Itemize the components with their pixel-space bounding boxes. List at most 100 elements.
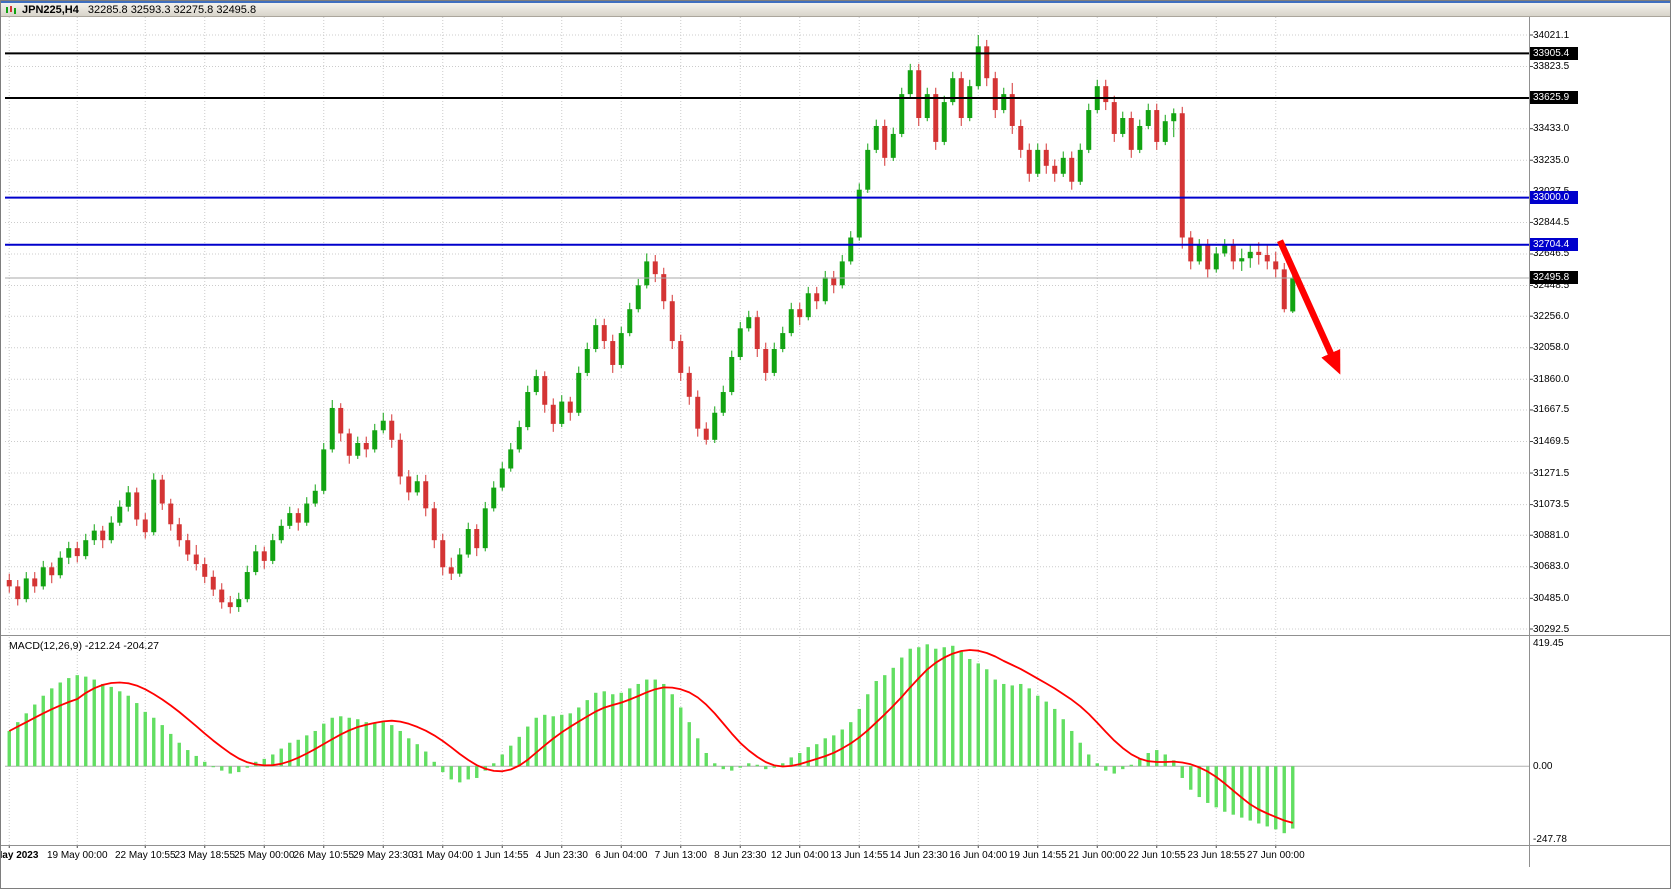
chart-title-bar[interactable]: JPN225,H4 32285.8 32593.3 32275.8 32495.… — [1, 3, 1670, 17]
candle-body — [542, 376, 548, 405]
candle-body — [448, 567, 454, 574]
macd-bar — [152, 717, 156, 767]
candle-body — [916, 70, 922, 119]
candle-body — [15, 586, 21, 600]
candle-body — [703, 428, 709, 440]
candle-body — [1213, 253, 1219, 270]
macd-bar — [1282, 766, 1286, 834]
candle-body — [397, 439, 403, 477]
macd-bar — [891, 667, 895, 767]
macd-bar — [1197, 766, 1201, 798]
macd-bar — [228, 766, 232, 774]
macd-bar — [679, 707, 683, 767]
macd-bar — [772, 766, 776, 768]
candle-body — [686, 372, 692, 397]
candle-body — [601, 325, 607, 342]
candle-body — [372, 430, 378, 450]
candle-body — [627, 309, 633, 334]
macd-bar — [1240, 766, 1244, 818]
macd-bar — [781, 763, 785, 767]
macd-bar — [1146, 752, 1150, 767]
candle-body — [950, 78, 956, 103]
macd-bar — [662, 683, 666, 767]
candle-body — [890, 133, 896, 158]
macd-bar — [900, 657, 904, 767]
candle-body — [1009, 94, 1015, 126]
macd-bar — [602, 691, 606, 767]
candle-body — [108, 522, 114, 541]
macd-signal-line — [8, 649, 1294, 824]
candle-body — [831, 277, 837, 286]
macd-bar — [262, 758, 266, 767]
candle-body — [312, 490, 318, 504]
macd-bar — [194, 755, 198, 767]
candle-body — [474, 529, 480, 549]
candle-body — [525, 392, 531, 428]
price-axis[interactable] — [1529, 17, 1669, 867]
candle-body — [414, 481, 420, 493]
macd-bar — [7, 730, 11, 767]
candle-body — [1256, 251, 1262, 256]
macd-bar — [925, 644, 929, 767]
time-axis[interactable] — [1, 846, 1529, 868]
macd-bar — [203, 761, 207, 767]
macd-bar — [568, 713, 572, 767]
macd-bar — [1214, 766, 1218, 808]
candle-body — [1281, 269, 1287, 310]
candle-body — [389, 420, 395, 440]
candle-body — [482, 508, 488, 549]
candle-body — [406, 476, 412, 493]
macd-bar — [815, 744, 819, 767]
macd-bar — [16, 722, 20, 767]
candle-body — [873, 125, 879, 150]
candle-body — [287, 513, 293, 526]
macd-bar — [832, 735, 836, 767]
candle-body — [1035, 149, 1041, 174]
candle-body — [151, 479, 157, 533]
macd-bar — [993, 679, 997, 767]
candle-body — [227, 602, 233, 608]
candle-body — [142, 519, 148, 533]
candle-body — [74, 548, 80, 557]
macd-bar — [390, 725, 394, 767]
macd-bar — [1010, 685, 1014, 767]
macd-bar — [1019, 683, 1023, 767]
candle-body — [23, 578, 29, 600]
candle-body — [1086, 110, 1092, 150]
macd-bar — [755, 764, 759, 767]
macd-bar — [407, 738, 411, 767]
macd-bar — [696, 738, 700, 767]
macd-bar — [985, 669, 989, 767]
candle-body — [57, 557, 63, 576]
macd-bar — [160, 725, 164, 767]
macd-bar — [339, 716, 343, 767]
candle-body — [780, 333, 786, 350]
trend-arrow[interactable] — [1277, 239, 1341, 375]
candle-body — [669, 301, 675, 342]
macd-bar — [951, 645, 955, 767]
candle-body — [1043, 149, 1049, 166]
candle-body — [253, 551, 259, 573]
macd-bar — [296, 739, 300, 767]
macd-bar — [509, 745, 513, 767]
chart-icon — [6, 5, 16, 14]
candle-body — [295, 513, 301, 523]
candle-body — [848, 237, 854, 262]
macd-bar — [432, 761, 436, 767]
candle-body — [1273, 261, 1279, 270]
candle-body — [508, 449, 514, 469]
candle-body — [610, 341, 616, 365]
macd-bar — [585, 700, 589, 767]
macd-bar — [126, 695, 130, 767]
chart-title-symbol: JPN225,H4 — [22, 3, 79, 16]
candle-body — [91, 530, 97, 541]
macd-bar — [101, 683, 105, 767]
candle-body — [618, 333, 624, 365]
macd-bar — [764, 766, 768, 770]
macd-bar — [670, 694, 674, 767]
macd-bar — [806, 747, 810, 767]
candle-body — [244, 572, 250, 600]
candle-body — [1290, 277, 1296, 312]
macd-bar — [237, 766, 241, 773]
